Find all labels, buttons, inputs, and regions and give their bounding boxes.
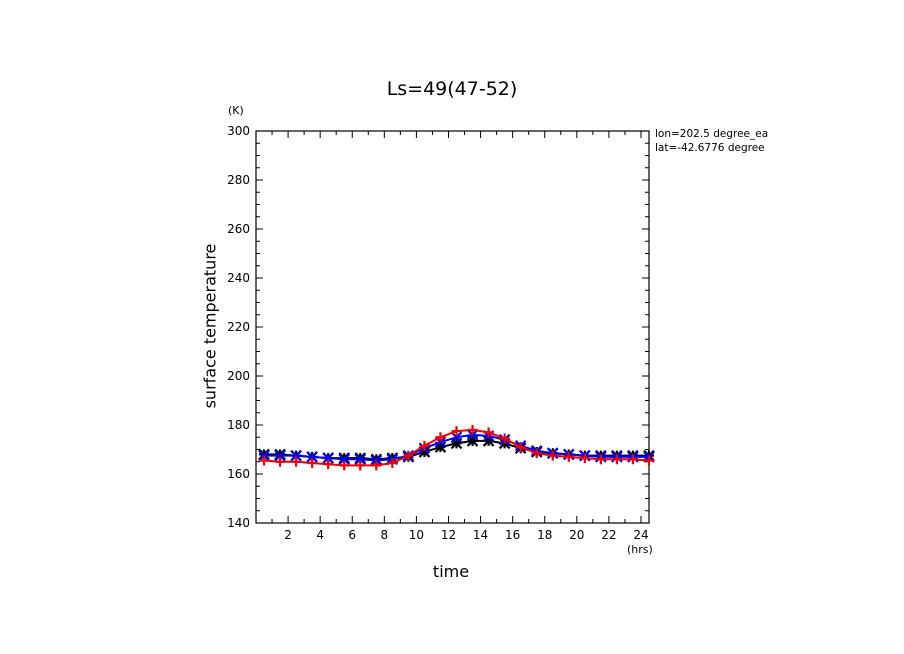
data-point-2: [387, 457, 398, 468]
y-tick-label: 160: [227, 467, 250, 481]
x-tick-label: 14: [473, 528, 488, 542]
data-point-2: [291, 456, 302, 467]
data-point-2: [419, 440, 430, 451]
data-point-2: [339, 460, 350, 471]
data-point-2: [499, 433, 510, 444]
x-tick-label: 22: [601, 528, 616, 542]
data-point-2: [483, 427, 494, 438]
x-tick-label: 24: [633, 528, 648, 542]
data-point-2: [579, 453, 590, 464]
data-point-1: [338, 453, 351, 466]
data-point-2: [627, 454, 638, 465]
data-point-1: [274, 449, 286, 462]
y-tick-label: 220: [227, 320, 250, 334]
data-point-2: [259, 455, 270, 466]
y-tick-label: 300: [227, 124, 250, 138]
data-point-2: [515, 442, 526, 453]
data-point-2: [644, 455, 654, 466]
x-tick-label: 10: [409, 528, 424, 542]
y-tick-label: 260: [227, 222, 250, 236]
x-tick-label: 4: [316, 528, 324, 542]
x-axis-label: time: [432, 562, 470, 581]
data-point-2: [323, 459, 334, 470]
y-tick-label: 140: [227, 516, 250, 530]
x-tick-label: 20: [569, 528, 584, 542]
data-point-2: [435, 432, 446, 443]
y-tick-label: 180: [227, 418, 250, 432]
longitude-annotation: lon=202.5 degree_ea: [655, 128, 769, 140]
data-point-2: [563, 451, 574, 462]
data-point-1: [450, 431, 463, 444]
data-point-1: [306, 451, 318, 463]
data-point-2: [451, 426, 462, 437]
data-point-2: [547, 450, 558, 461]
x-tick-label: 18: [537, 528, 552, 542]
x-tick-label: 12: [441, 528, 456, 542]
data-point-2: [595, 454, 606, 465]
data-point-2: [403, 450, 414, 461]
chart-title: Ls=49(47-52): [386, 78, 518, 100]
data-point-1: [290, 449, 302, 462]
latitude-annotation: lat=-42.6776 degree: [655, 142, 765, 154]
data-point-1: [322, 452, 334, 464]
y-tick-label: 280: [227, 173, 250, 187]
data-point-2: [531, 448, 542, 459]
data-point-2: [355, 460, 366, 471]
y-tick-label: 240: [227, 271, 250, 285]
x-tick-label: 16: [505, 528, 520, 542]
data-point-2: [307, 457, 318, 468]
y-tick-label: 200: [227, 369, 250, 383]
data-point-1: [354, 453, 367, 466]
x-tick-label: 2: [284, 528, 292, 542]
x-tick-label: 6: [348, 528, 356, 542]
x-tick-label: 8: [381, 528, 389, 542]
data-point-2: [611, 454, 622, 465]
x-axis-unit: (hrs): [627, 543, 653, 556]
data-point-2: [467, 424, 478, 435]
y-axis-unit: (K): [228, 104, 244, 117]
data-point-2: [371, 460, 382, 471]
data-point-2: [275, 456, 286, 467]
